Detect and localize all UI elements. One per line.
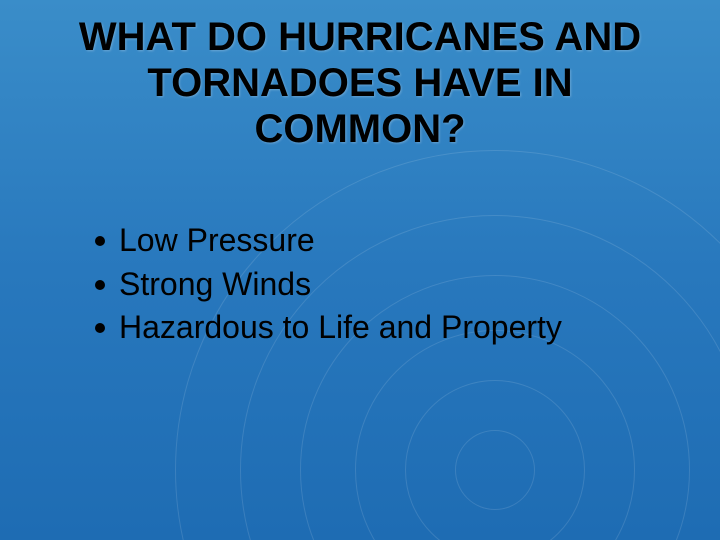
ripple-circle <box>405 380 585 540</box>
title-line-2: TORNADOES HAVE IN <box>0 60 720 106</box>
ripple-circle <box>455 430 535 510</box>
slide-title: WHAT DO HURRICANES AND TORNADOES HAVE IN… <box>0 0 720 152</box>
bullet-list: Low Pressure Strong Winds Hazardous to L… <box>95 220 655 351</box>
ripple-circle <box>355 330 635 540</box>
bullet-icon <box>95 323 105 333</box>
list-item: Hazardous to Life and Property <box>95 307 655 349</box>
bullet-text: Hazardous to Life and Property <box>119 307 655 349</box>
bullet-icon <box>95 236 105 246</box>
list-item: Strong Winds <box>95 264 655 306</box>
bullet-text: Low Pressure <box>119 220 655 262</box>
bullet-icon <box>95 280 105 290</box>
slide: WHAT DO HURRICANES AND TORNADOES HAVE IN… <box>0 0 720 540</box>
title-line-3: COMMON? <box>0 106 720 152</box>
list-item: Low Pressure <box>95 220 655 262</box>
title-line-1: WHAT DO HURRICANES AND <box>0 14 720 60</box>
bullet-text: Strong Winds <box>119 264 655 306</box>
